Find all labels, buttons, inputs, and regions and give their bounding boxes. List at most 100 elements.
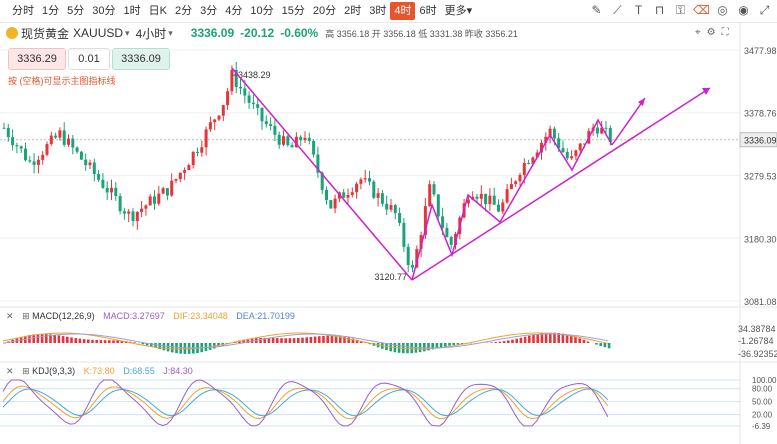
candle-body: [574, 150, 578, 157]
timeframe-5[interactable]: 日K: [148, 5, 167, 17]
timeframe-6[interactable]: 2分: [174, 5, 193, 17]
projection-line: [611, 97, 646, 146]
quantity-input[interactable]: 0.01: [68, 48, 110, 70]
macd-bar: [301, 337, 304, 343]
macd-bar: [557, 333, 560, 343]
macd-bar: [515, 338, 518, 343]
kdj-axis-label: -6.39: [752, 422, 771, 431]
expand-icon[interactable]: ⤢: [759, 3, 770, 17]
timeframe-4[interactable]: 1时: [123, 5, 141, 17]
candle-body: [19, 146, 23, 149]
candle-body: [355, 183, 359, 193]
eye-icon[interactable]: ◉: [738, 3, 749, 17]
visibility-icon[interactable]: ◎: [717, 3, 728, 17]
high-annotation: 3438.29: [238, 70, 271, 80]
candle-body: [436, 194, 440, 217]
candle-body: [110, 187, 113, 193]
candle-body: [501, 202, 505, 212]
macd-bar: [578, 338, 581, 343]
macd-bar: [246, 338, 250, 343]
macd-bar: [49, 334, 52, 343]
buy-price-button[interactable]: 3336.09: [112, 48, 170, 70]
timeframe-7[interactable]: 3分: [200, 5, 218, 17]
candle-body: [325, 189, 328, 201]
candle-body: [445, 227, 449, 238]
symbol-code[interactable]: XAUUSD: [73, 26, 124, 40]
macd-bar: [284, 338, 287, 343]
candle-body: [432, 184, 436, 195]
candle-body: [234, 69, 238, 88]
macd-bar: [36, 334, 40, 343]
macd-collapse-icon[interactable]: ⊞: [22, 311, 30, 321]
kdj-axis-label: 80.00: [752, 385, 773, 394]
candle-body: [41, 154, 45, 160]
more-timeframes-button[interactable]: 更多▾: [444, 5, 473, 17]
macd-bar: [133, 342, 136, 343]
candle-body: [419, 235, 423, 249]
macd-bar: [242, 339, 245, 343]
macd-bar: [78, 338, 82, 343]
timeframe-3[interactable]: 30分: [92, 5, 116, 17]
timeframe-10[interactable]: 15分: [281, 5, 305, 17]
candle-body: [247, 95, 251, 103]
timeframe-2[interactable]: 5分: [67, 5, 85, 17]
candle-body: [135, 211, 139, 222]
kdj-collapse-icon[interactable]: ⊞: [22, 366, 30, 376]
macd-bar: [318, 336, 321, 343]
timeframe-8[interactable]: 4分: [225, 5, 243, 17]
sell-price-button[interactable]: 3336.29: [8, 48, 66, 70]
candle-body: [475, 196, 479, 199]
macd-bar: [120, 340, 124, 343]
timeframe-toolbar: 分时 1分 5分 30分 1时 日K 2分 3分 4分 10分 15分 20分 2时 3时 4时 6时 更多▾…: [0, 0, 777, 23]
crosshair-icon[interactable]: ⌖: [695, 27, 701, 38]
macd-bar: [322, 335, 325, 343]
lock-icon[interactable]: ⚿: [675, 3, 686, 17]
macd-bar: [439, 343, 443, 348]
fullscreen-icon[interactable]: ⛶: [721, 27, 729, 38]
candle-body: [208, 122, 212, 130]
candle-body: [256, 104, 260, 108]
symbol-name[interactable]: 现货黄金: [21, 26, 70, 41]
macd-value: MACD:3.27697: [103, 311, 165, 321]
settings-icon[interactable]: ⚙: [706, 27, 716, 38]
candle-body: [144, 205, 148, 209]
indicator-hint: 按 (空格)可显示主图指标线: [8, 76, 116, 86]
timeframe-13[interactable]: 3时: [369, 5, 387, 17]
timeframe-11[interactable]: 20分: [312, 5, 337, 17]
macd-bar: [95, 339, 98, 343]
kdj-close-icon[interactable]: ✕: [6, 366, 14, 376]
timeframe-1[interactable]: 1分: [42, 5, 60, 17]
period-label[interactable]: 4小时: [135, 26, 167, 41]
candle-body: [114, 187, 118, 197]
candle-body: [105, 187, 109, 193]
text-icon[interactable]: T: [634, 3, 643, 17]
period-dropdown-icon[interactable]: ▾: [168, 27, 173, 38]
candle-body: [552, 128, 556, 139]
candle-body: [509, 184, 513, 190]
macd-bar: [309, 336, 313, 343]
price-axis-label: 3180.30: [744, 234, 777, 244]
macd-bar: [490, 342, 493, 343]
timeframe-12[interactable]: 2时: [344, 5, 362, 17]
candle-body: [28, 160, 32, 162]
timeframe-14[interactable]: 4时: [390, 2, 416, 20]
symbol-dropdown-icon[interactable]: ▾: [125, 27, 130, 38]
timeframe-9[interactable]: 10分: [250, 5, 274, 17]
macd-axis-label: -36.92352: [738, 349, 777, 359]
timeframe-15[interactable]: 6时: [419, 5, 437, 17]
macd-bar: [45, 334, 48, 343]
macd-bar: [82, 339, 86, 343]
macd-bar: [536, 334, 539, 343]
macd-bar: [175, 343, 178, 354]
pen-icon[interactable]: ✎: [591, 3, 602, 17]
ruler-icon[interactable]: ⟋: [613, 3, 622, 17]
macd-bar: [280, 338, 283, 343]
magnet-icon[interactable]: ⊓: [654, 3, 665, 17]
timeframe-0[interactable]: 分时: [12, 5, 34, 17]
macd-bar: [410, 343, 413, 354]
delete-icon[interactable]: ⌫: [693, 3, 710, 17]
macd-close-icon[interactable]: ✕: [6, 311, 14, 321]
candle-body: [492, 195, 496, 205]
candle-body: [282, 136, 285, 145]
